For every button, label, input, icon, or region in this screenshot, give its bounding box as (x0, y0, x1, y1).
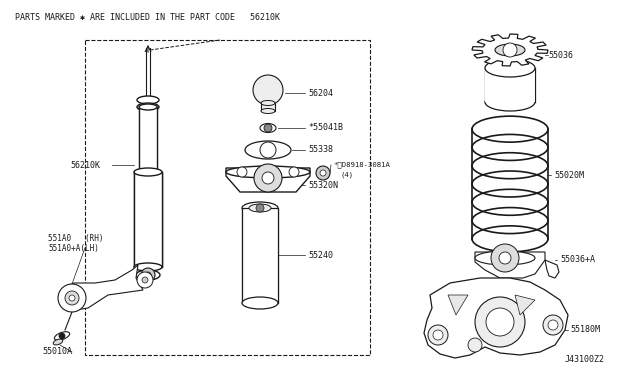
Text: 55036: 55036 (548, 51, 573, 60)
Ellipse shape (495, 44, 525, 56)
Circle shape (543, 315, 563, 335)
Ellipse shape (139, 104, 157, 110)
Polygon shape (424, 278, 568, 358)
Bar (261, 103, 275, 111)
Circle shape (491, 244, 519, 272)
Circle shape (428, 325, 448, 345)
Text: 56210K: 56210K (70, 160, 100, 170)
Text: (4): (4) (340, 172, 353, 178)
Text: 55240: 55240 (308, 250, 333, 260)
Circle shape (253, 75, 283, 105)
Polygon shape (448, 295, 468, 315)
Ellipse shape (485, 59, 535, 77)
Ellipse shape (54, 332, 70, 340)
Text: 55036+A: 55036+A (560, 256, 595, 264)
Text: 551A0+A(LH): 551A0+A(LH) (48, 244, 99, 253)
Circle shape (264, 124, 272, 132)
Polygon shape (515, 295, 535, 315)
Circle shape (65, 291, 79, 305)
Text: 55320N: 55320N (308, 180, 338, 189)
Ellipse shape (249, 204, 271, 212)
Ellipse shape (136, 270, 160, 280)
Ellipse shape (137, 96, 159, 104)
Polygon shape (545, 260, 559, 278)
Bar (485, 68, 535, 102)
Circle shape (486, 308, 514, 336)
Circle shape (499, 252, 511, 264)
Circle shape (548, 320, 558, 330)
Text: 55180M: 55180M (570, 326, 600, 334)
Circle shape (289, 167, 299, 177)
Circle shape (260, 142, 276, 158)
Ellipse shape (485, 93, 535, 111)
Ellipse shape (134, 168, 162, 176)
Text: 55338: 55338 (308, 145, 333, 154)
Ellipse shape (245, 141, 291, 159)
Circle shape (141, 268, 155, 282)
Ellipse shape (53, 339, 63, 345)
Circle shape (316, 166, 330, 180)
Circle shape (262, 172, 274, 184)
Circle shape (137, 272, 153, 288)
Text: *ⓃD8918-3081A: *ⓃD8918-3081A (333, 162, 390, 168)
Circle shape (237, 167, 247, 177)
Circle shape (468, 338, 482, 352)
Polygon shape (226, 168, 310, 192)
Text: 55020M: 55020M (554, 170, 584, 180)
Circle shape (256, 204, 264, 212)
Circle shape (503, 43, 517, 57)
Circle shape (58, 284, 86, 312)
Circle shape (59, 333, 65, 339)
Text: 56204: 56204 (308, 89, 333, 97)
Ellipse shape (475, 251, 535, 265)
Bar (139, 107, 157, 172)
Bar (242, 208, 278, 303)
Ellipse shape (137, 103, 159, 111)
Text: PARTS MARKED ✱ ARE INCLUDED IN THE PART CODE   56210K: PARTS MARKED ✱ ARE INCLUDED IN THE PART … (15, 13, 280, 22)
Ellipse shape (260, 124, 276, 132)
Text: 551A0   (RH): 551A0 (RH) (48, 234, 104, 243)
Ellipse shape (261, 109, 275, 113)
Text: J43100Z2: J43100Z2 (565, 356, 605, 365)
Ellipse shape (134, 263, 162, 271)
Bar (134, 172, 162, 267)
Circle shape (433, 330, 443, 340)
Circle shape (142, 277, 148, 283)
Ellipse shape (242, 202, 278, 214)
Ellipse shape (226, 166, 310, 178)
Polygon shape (472, 34, 548, 66)
Ellipse shape (139, 169, 157, 175)
Text: 55010A: 55010A (42, 347, 72, 356)
Ellipse shape (242, 297, 278, 309)
Circle shape (254, 164, 282, 192)
Ellipse shape (261, 100, 275, 106)
Polygon shape (60, 265, 143, 310)
Circle shape (320, 170, 326, 176)
Text: *55041B: *55041B (308, 124, 343, 132)
Polygon shape (475, 252, 545, 278)
Circle shape (69, 295, 75, 301)
Circle shape (145, 272, 151, 278)
Circle shape (475, 297, 525, 347)
